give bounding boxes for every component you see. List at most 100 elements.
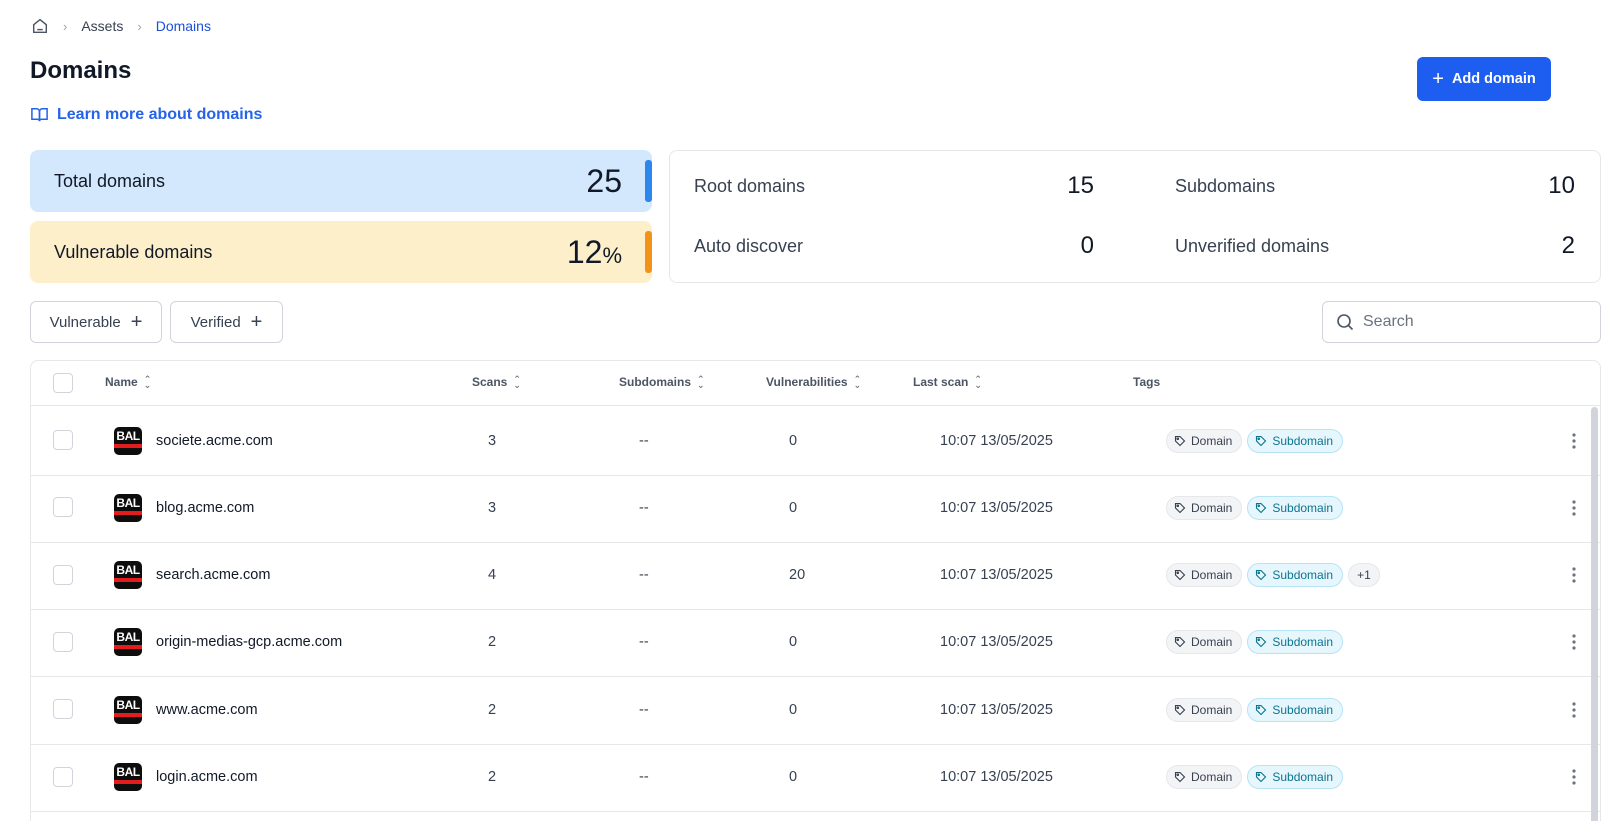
table-row[interactable]: BAL login.acme.com 2 -- 0 10:07 13/05/2025 Dom… [31, 743, 1600, 812]
auto-discover-label: Auto discover [694, 235, 804, 256]
scans-cell: 2 [488, 634, 497, 651]
more-actions-icon[interactable] [1572, 675, 1576, 744]
tag-icon [1255, 771, 1267, 783]
more-actions-icon[interactable] [1572, 406, 1576, 475]
column-subdomains[interactable]: Subdomains ⌃ ⌄ [619, 373, 705, 390]
tag-domain: Domain [1166, 697, 1243, 722]
home-icon[interactable] [31, 17, 49, 35]
column-scans[interactable]: Scans ⌃ ⌄ [472, 373, 521, 390]
total-domains-value: 25 [586, 162, 622, 199]
domain-name[interactable]: search.acme.com [156, 567, 271, 584]
column-last-scan[interactable]: Last scan ⌃ ⌄ [913, 373, 982, 390]
subdomains-cell: -- [639, 432, 649, 449]
sort-icon: ⌃ ⌄ [697, 373, 705, 390]
tag-icon [1174, 704, 1186, 716]
domain-name-cell[interactable]: BAL login.acme.com [114, 743, 258, 812]
tag-icon [1174, 502, 1186, 514]
tag-icon [1255, 435, 1267, 447]
summary-panel: Root domains 15 Subdomains 10 Auto disco… [669, 150, 1601, 283]
chevron-right-icon: › [137, 18, 142, 34]
scrollbar[interactable] [1591, 407, 1598, 821]
vulnerabilities-cell: 20 [789, 567, 806, 584]
row-checkbox[interactable] [53, 699, 73, 720]
favicon-icon: BAL [114, 561, 142, 590]
favicon-icon: BAL [114, 426, 142, 455]
breadcrumb-domains[interactable]: Domains [155, 18, 211, 34]
verified-filter-button[interactable]: Verified + [170, 301, 283, 343]
book-icon [31, 108, 48, 122]
column-vulnerabilities[interactable]: Vulnerabilities ⌃ ⌄ [766, 373, 862, 390]
domain-name[interactable]: login.acme.com [156, 769, 258, 785]
breadcrumb: › Assets › Domains [31, 17, 211, 35]
domain-name-cell[interactable]: BAL societe.acme.com [114, 406, 273, 475]
auto-discover-stat: Auto discover 0 [694, 232, 1094, 260]
tag-domain: Domain [1166, 630, 1243, 655]
scans-cell: 4 [488, 567, 497, 584]
last-scan-cell: 10:07 13/05/2025 [940, 769, 1053, 785]
favicon-icon: BAL [114, 763, 142, 791]
vulnerable-domains-label: Vulnerable domains [54, 241, 213, 262]
tag-icon [1174, 569, 1186, 581]
breadcrumb-assets[interactable]: Assets [81, 18, 124, 34]
scans-cell: 2 [488, 701, 497, 718]
domain-name-cell[interactable]: BAL search.acme.com [114, 541, 270, 610]
subdomains-cell: -- [639, 634, 649, 651]
tag-icon [1174, 636, 1186, 648]
domain-name-cell[interactable]: BAL www.acme.com [114, 675, 258, 744]
tag-icon [1174, 435, 1186, 447]
row-checkbox[interactable] [53, 430, 73, 450]
row-checkbox[interactable] [53, 766, 73, 787]
domain-name[interactable]: societe.acme.com [156, 432, 273, 449]
select-all-checkbox[interactable] [53, 373, 73, 393]
add-domain-button[interactable]: + Add domain [1417, 57, 1551, 101]
table-row[interactable]: BAL blog.acme.com 3 -- 0 10:07 13/05/2025 Doma… [31, 473, 1600, 543]
more-actions-icon[interactable] [1572, 473, 1576, 542]
tag-domain: Domain [1166, 495, 1243, 520]
total-domains-label: Total domains [54, 170, 166, 191]
tag-domain: Domain [1166, 563, 1243, 588]
last-scan-cell: 10:07 13/05/2025 [940, 701, 1053, 718]
table-row[interactable]: BAL www.acme.com 2 -- 0 10:07 13/05/2025 Domai… [31, 675, 1600, 745]
last-scan-cell: 10:07 13/05/2025 [940, 432, 1053, 449]
domain-name[interactable]: origin-medias-gcp.acme.com [156, 634, 343, 651]
total-accent-bar [645, 160, 652, 202]
tag-domain: Domain [1166, 428, 1243, 453]
table-header: Name ⌃ ⌄ Scans ⌃ ⌄ Subdomains ⌃ ⌄ Vulnerabilit… [31, 361, 1600, 406]
search-box[interactable] [1322, 301, 1601, 343]
more-actions-icon[interactable] [1572, 743, 1576, 812]
tag-subdomain: Subdomain [1247, 697, 1344, 722]
domain-name-cell[interactable]: BAL blog.acme.com [114, 473, 254, 542]
favicon-icon: BAL [114, 628, 142, 657]
domain-name-cell[interactable]: BAL origin-medias-gcp.acme.com [114, 608, 342, 677]
learn-more-label: Learn more about domains [57, 105, 263, 123]
tag-domain: Domain [1166, 765, 1243, 789]
more-actions-icon[interactable] [1572, 608, 1576, 677]
search-icon [1337, 314, 1354, 331]
vulnerable-filter-button[interactable]: Vulnerable + [30, 301, 162, 343]
tag-icon [1174, 771, 1186, 783]
tags-cell: Domain Subdomain [1166, 406, 1344, 475]
learn-more-link[interactable]: Learn more about domains [30, 105, 262, 124]
domain-name[interactable]: blog.acme.com [156, 499, 255, 516]
row-checkbox[interactable] [53, 631, 73, 652]
table-row[interactable]: BAL origin-medias-gcp.acme.com 2 -- 0 10:07 1… [31, 608, 1600, 678]
root-domains-value: 15 [1067, 172, 1094, 199]
column-name[interactable]: Name ⌃ ⌄ [105, 373, 152, 390]
vulnerable-accent-bar [645, 231, 652, 273]
unverified-domains-stat: Unverified domains 2 [1175, 232, 1575, 260]
tags-cell: Domain Subdomain [1166, 608, 1344, 677]
last-scan-cell: 10:07 13/05/2025 [940, 567, 1053, 584]
domain-name[interactable]: www.acme.com [156, 701, 258, 718]
row-checkbox[interactable] [53, 564, 73, 585]
more-tags-badge[interactable]: +1 [1348, 563, 1380, 588]
sort-icon: ⌃ ⌄ [143, 373, 152, 390]
scrollbar-thumb[interactable] [1591, 407, 1598, 821]
auto-discover-value: 0 [1080, 232, 1094, 259]
verified-filter-label: Verified [190, 313, 241, 331]
table-row[interactable]: BAL societe.acme.com 3 -- 0 10:07 13/05/2025 D… [31, 406, 1600, 476]
table-row[interactable]: BAL search.acme.com 4 -- 20 10:07 13/05/2025 D… [31, 541, 1600, 611]
more-actions-icon[interactable] [1572, 541, 1576, 610]
search-input[interactable] [1363, 313, 1583, 331]
row-checkbox[interactable] [53, 497, 73, 518]
tags-cell: Domain Subdomain [1166, 473, 1344, 542]
